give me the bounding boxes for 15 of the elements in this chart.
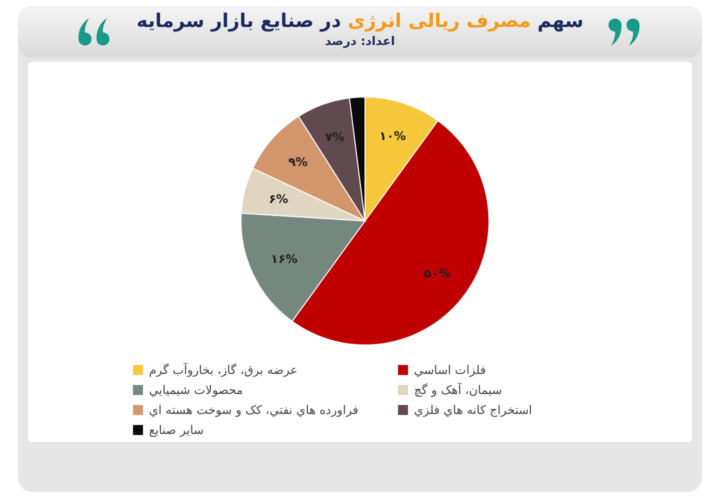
legend-label: محصولات شيميايي bbox=[149, 382, 243, 396]
legend-label: فراورده هاي نفتي، کک و سوخت هسته اي bbox=[149, 402, 358, 416]
chart-subtitle: اعداد: درصد bbox=[324, 34, 396, 48]
data-label: ۷% bbox=[325, 130, 344, 144]
data-label: ۵۰% bbox=[424, 266, 451, 280]
data-label: ۱۰% bbox=[379, 129, 406, 144]
data-label: ۶% bbox=[268, 192, 288, 206]
legend-label: استخراج کانه هاي فلزي bbox=[414, 402, 532, 416]
legend-label: سيمان، آهک و گچ bbox=[414, 382, 502, 396]
legend-label: ساير صنايع bbox=[149, 422, 204, 436]
data-label: ۱۶% bbox=[270, 252, 298, 266]
chart-title: سهم مصرف ریالی انرژی در صنایع بازار سرمایه bbox=[136, 10, 584, 32]
legend-label: عرضه برق، گاز، بخاروآب گرم bbox=[149, 362, 298, 376]
data-label: ۹% bbox=[288, 154, 308, 169]
legend-label: فلزات اساسي bbox=[414, 362, 486, 376]
